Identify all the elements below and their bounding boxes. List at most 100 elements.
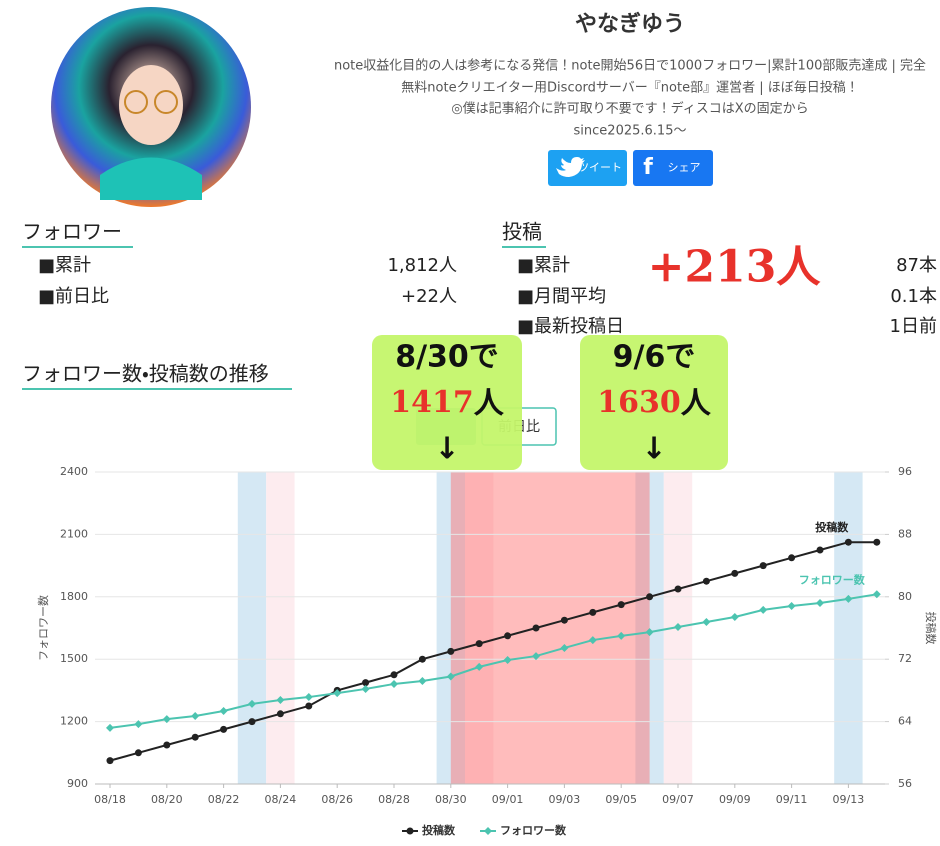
highlight-count: +213人: [648, 242, 822, 293]
data-point: [674, 585, 682, 593]
callout-arrow: ↓: [434, 432, 459, 467]
callout-count: 1417: [390, 385, 474, 420]
y-axis-title: フォロワー数: [37, 595, 50, 661]
data-point: [191, 711, 200, 720]
x-tick-label: 09/05: [605, 793, 637, 806]
y2-tick-label: 64: [898, 715, 912, 728]
stat-label: ■最新投稿日: [517, 316, 624, 337]
y-tick-label: 900: [67, 777, 88, 790]
data-point: [787, 601, 796, 610]
share-button-bg[interactable]: [633, 150, 713, 186]
data-point: [276, 710, 284, 718]
x-tick-label: 08/22: [208, 793, 240, 806]
data-point: [219, 706, 228, 715]
callout: 9/6で 1630人 ↓: [580, 335, 728, 470]
callout-count: 1630: [597, 385, 681, 420]
tweet-button[interactable]: ツイート: [548, 150, 627, 186]
data-point: [220, 725, 228, 733]
share-button[interactable]: f シェア: [633, 150, 713, 186]
data-point: [532, 624, 540, 632]
callout-count-line: 1630人: [597, 385, 712, 421]
bio-line: since2025.6.15〜: [574, 124, 687, 139]
avatar[interactable]: [51, 7, 251, 207]
data-point: [305, 702, 313, 710]
y2-tick-label: 96: [898, 465, 912, 478]
y-tick-label: 2100: [60, 527, 88, 540]
x-tick-label: 08/24: [265, 793, 297, 806]
legend-label: 投稿数: [422, 823, 456, 837]
callout-unit: 人: [473, 386, 505, 421]
x-tick-label: 08/26: [321, 793, 353, 806]
data-point: [390, 679, 398, 688]
data-point: [163, 741, 171, 749]
stat-label: ■累計: [38, 255, 91, 276]
data-point: [304, 693, 313, 702]
data-point: [759, 605, 768, 614]
x-tick-label: 09/01: [492, 793, 524, 806]
y2-axis-title: 投稿数: [924, 612, 938, 645]
share-label[interactable]: シェア: [668, 161, 701, 174]
series-end-label: フォロワー数: [799, 572, 866, 586]
stat-label: ■月間平均: [517, 286, 606, 307]
y-tick-label: 2400: [60, 465, 88, 478]
legend-marker: [484, 827, 492, 835]
stats-heading: 投稿: [502, 220, 542, 244]
data-point: [560, 616, 568, 624]
data-point: [475, 662, 484, 671]
data-point: [702, 617, 711, 626]
x-tick-label: 09/09: [719, 793, 751, 806]
x-tick-label: 08/28: [378, 793, 410, 806]
stats-heading: フォロワー: [22, 220, 122, 244]
bio-line: ◎僕は記事紹介に許可取り不要です！ディスコはXの固定から: [451, 101, 808, 117]
y2-tick-label: 80: [898, 590, 912, 603]
callout-unit: 人: [680, 386, 712, 421]
data-point: [106, 723, 114, 732]
data-point: [759, 562, 767, 570]
data-point: [333, 689, 342, 698]
data-point: [646, 593, 654, 601]
series-line: [109, 593, 877, 729]
data-point: [106, 757, 114, 765]
data-point: [504, 632, 512, 640]
tweet-label[interactable]: ツイート: [578, 161, 622, 174]
y-tick-label: 1500: [60, 652, 88, 665]
data-point: [362, 679, 370, 687]
stat-value: 1,812人: [387, 255, 457, 276]
callout: 8/30で 1417人 ↓: [372, 335, 522, 470]
tweet-button-bg[interactable]: [548, 150, 627, 186]
callout-count-line: 1417人: [390, 385, 505, 421]
callout-box: [372, 335, 522, 470]
series-end-label: 投稿数: [815, 520, 849, 534]
weekend-band: [266, 472, 295, 784]
weekend-band: [635, 472, 664, 784]
data-point: [730, 612, 739, 621]
data-point: [248, 699, 256, 708]
stat-label: ■前日比: [38, 286, 109, 307]
data-point: [588, 636, 597, 645]
profile-name: やなぎゆう: [575, 11, 685, 37]
data-point: [191, 733, 199, 741]
data-point: [418, 677, 427, 686]
data-point: [418, 655, 426, 663]
x-tick-label: 09/03: [549, 793, 581, 806]
stat-label: ■累計: [517, 255, 570, 276]
data-point: [702, 577, 710, 585]
data-point: [617, 601, 625, 609]
data-point: [645, 628, 654, 637]
data-point: [589, 608, 597, 616]
y2-tick-label: 56: [898, 777, 912, 790]
y-tick-label: 1200: [60, 715, 88, 728]
data-point: [816, 599, 824, 608]
bio-line: 無料noteクリエイター用Discordサーバー『note部』運営者 | ほぼ毎…: [401, 80, 858, 96]
legend-marker: [406, 827, 414, 835]
x-tick-label: 09/07: [662, 793, 694, 806]
data-point: [560, 643, 569, 652]
data-point: [731, 569, 739, 577]
x-tick-label: 08/20: [151, 793, 183, 806]
y2-tick-label: 88: [898, 527, 912, 540]
callout-date: 9/6で: [613, 340, 696, 375]
avatar-glasses: [154, 90, 178, 114]
weekend-band: [834, 472, 863, 784]
